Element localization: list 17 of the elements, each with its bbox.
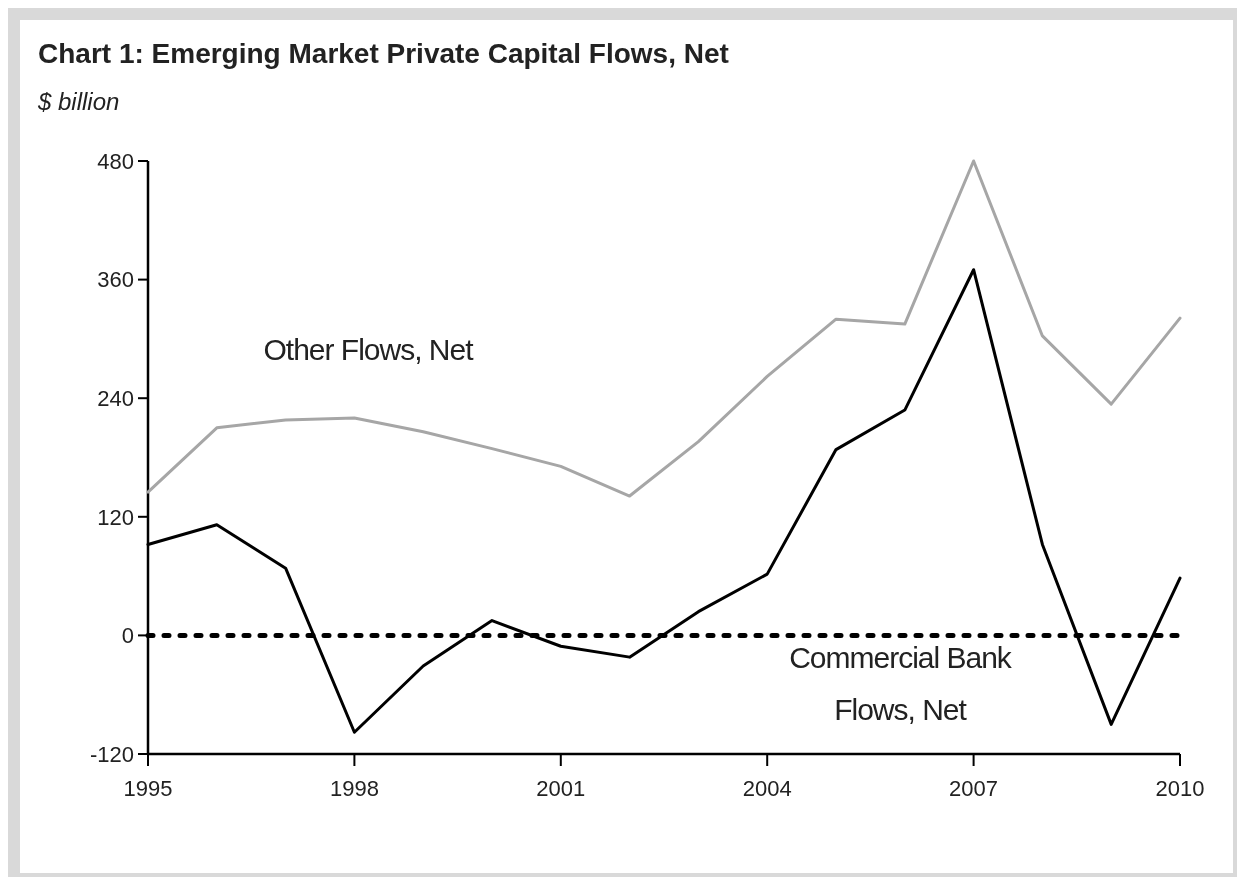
x-tick-label: 1998 (329, 776, 379, 801)
y-tick-label: 120 (97, 504, 134, 530)
series-label: Other Flows, Net (263, 333, 475, 366)
chart-subtitle: $ billion (37, 88, 120, 115)
x-tick-label: 2001 (536, 776, 586, 801)
y-tick-label: 240 (97, 385, 134, 411)
x-tick-label: 1995 (123, 776, 173, 801)
text: Commercial Bank Flows, Net (789, 641, 1013, 726)
y-tick-label: -120 (89, 741, 134, 767)
y-tick-label: 360 (97, 267, 134, 293)
line-series (146, 159, 1182, 498)
x-tick-label: 2007 (949, 776, 999, 801)
y-tick-label: 0 (121, 623, 134, 649)
x-tick-label: 2010 (1155, 776, 1205, 801)
y-tick-label: 480 (97, 148, 134, 174)
chart-title: Chart 1: Emerging Market Private Capital Flows, Net (38, 38, 729, 69)
x-tick-label: 2004 (742, 776, 792, 801)
